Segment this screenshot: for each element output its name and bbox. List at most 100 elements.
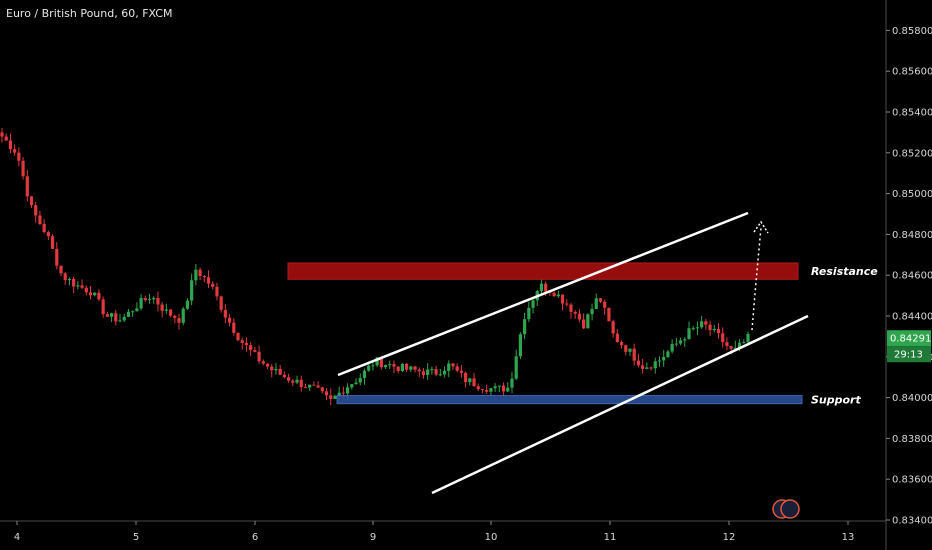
y-tick-label: 0.85800 <box>892 26 932 37</box>
candle-body <box>13 149 17 153</box>
candle-body <box>211 283 215 287</box>
candle-body <box>118 320 122 322</box>
candle-body <box>582 319 586 329</box>
candle-body <box>181 308 185 323</box>
candle-body <box>164 309 168 311</box>
candle-body <box>442 370 447 375</box>
candle-body <box>501 385 506 392</box>
current-price-tag <box>887 330 931 347</box>
current-price-label: 0.84291 <box>890 334 931 345</box>
candle-body <box>265 363 270 367</box>
candle-body <box>88 292 93 296</box>
candle-body <box>34 205 38 216</box>
candle-body <box>607 307 611 322</box>
candle-body <box>674 343 678 345</box>
candle-body <box>455 366 459 371</box>
candle-body <box>666 351 670 358</box>
candle-body <box>194 269 198 281</box>
y-tick-label: 0.83400 <box>892 516 932 527</box>
candle-body <box>358 377 362 383</box>
candle-body <box>236 332 240 341</box>
countdown-label: 29:13 <box>894 350 923 361</box>
profile-icon[interactable] <box>780 499 800 519</box>
candle-body <box>55 248 59 266</box>
candle-body <box>126 311 131 317</box>
candle-body <box>215 286 219 297</box>
overlay-layer <box>337 211 809 519</box>
candle-body <box>649 367 653 369</box>
candle-body <box>223 309 227 318</box>
candle-body <box>657 360 662 362</box>
candle-body <box>324 391 329 396</box>
x-tick-label: 9 <box>370 532 376 543</box>
candle-body <box>337 392 341 396</box>
candle-body <box>50 236 55 249</box>
candle-body <box>472 378 476 387</box>
candle-body <box>645 367 649 369</box>
candle-body <box>695 327 700 329</box>
candle-body <box>573 311 577 314</box>
candle-body <box>421 371 426 376</box>
candle-body <box>379 357 383 368</box>
candle-body <box>160 304 164 311</box>
countdown-tag <box>887 346 931 363</box>
candle-body <box>185 300 190 309</box>
candle-body <box>712 328 716 331</box>
candle-body <box>320 387 324 392</box>
candle-body <box>67 278 72 281</box>
candle-body <box>400 363 404 371</box>
candle-body <box>725 342 729 347</box>
candle-body <box>716 328 721 334</box>
candle-body <box>480 389 485 391</box>
candle-body <box>139 298 143 309</box>
candle-body <box>362 370 367 378</box>
zones-layer: Resistance Support <box>287 262 878 407</box>
candle-body <box>190 280 194 301</box>
x-tick-label: 4 <box>14 532 20 543</box>
candle-body <box>295 379 299 383</box>
candle-body <box>628 348 632 352</box>
candle-body <box>405 363 409 370</box>
candle-body <box>552 292 556 297</box>
candle-body <box>493 386 497 389</box>
candle-body <box>489 388 493 392</box>
support-zone <box>336 395 803 405</box>
candle-body <box>350 384 354 388</box>
candle-body <box>729 346 733 349</box>
candle-body <box>700 321 704 328</box>
candle-body <box>598 298 603 302</box>
candle-body <box>143 298 147 301</box>
candle-body <box>451 363 455 367</box>
candle-body <box>198 269 202 277</box>
candle-body <box>476 386 480 390</box>
candle-body <box>383 365 388 368</box>
candle-body <box>114 313 118 322</box>
candle-body <box>539 283 544 292</box>
candle-body <box>354 382 358 385</box>
candle-body <box>341 392 345 394</box>
candle-body <box>527 307 531 320</box>
candle-body <box>670 344 674 352</box>
candle-body <box>93 292 97 296</box>
x-tick-label: 11 <box>604 532 617 543</box>
support-label: Support <box>811 394 861 407</box>
candle-body <box>76 285 80 287</box>
candle-body <box>569 304 573 312</box>
y-tick-label: 0.85200 <box>892 148 932 159</box>
candle-body <box>168 309 173 316</box>
candle-body <box>603 301 607 308</box>
candle-body <box>21 160 25 177</box>
candle-body <box>122 316 126 321</box>
candle-body <box>636 360 641 366</box>
candle-body <box>244 342 249 346</box>
x-tick-label: 12 <box>723 532 736 543</box>
candle-body <box>485 390 489 392</box>
x-tick-label: 5 <box>133 532 139 543</box>
candle-body <box>42 224 46 233</box>
candle-body <box>0 132 4 137</box>
candle-body <box>615 333 619 342</box>
candle-body <box>544 283 548 292</box>
candle-body <box>63 273 67 281</box>
candle-body <box>586 314 590 329</box>
